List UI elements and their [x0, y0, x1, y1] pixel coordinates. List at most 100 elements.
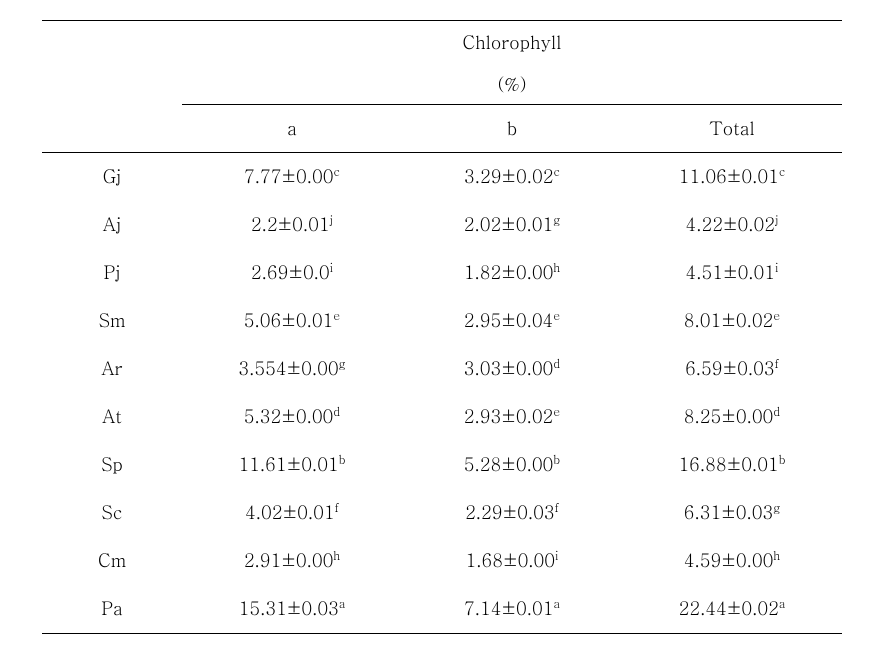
row-label: Sp — [42, 441, 182, 489]
table-row: Gj7.77±0.00c3.29±0.02c11.06±0.01c — [42, 153, 842, 202]
table-row: Sc4.02±0.01f2.29±0.03f6.31±0.03g — [42, 489, 842, 537]
cell-value: 5.32±0.00 — [244, 404, 333, 429]
cell-b: 3.29±0.02c — [402, 153, 622, 202]
cell-superscript: e — [553, 403, 560, 420]
header-spacer — [42, 65, 182, 105]
table-row: Ar3.554±0.00g 3.03±0.00d 6.59±0.03f — [42, 345, 842, 393]
cell-a: 2.91±0.00h — [182, 537, 402, 585]
cell-value: 2.2±0.01 — [251, 212, 330, 237]
cell-superscript: c — [553, 163, 560, 180]
table-row: Aj 2.2±0.01j 2.02±0.01g4.22±0.02j — [42, 201, 842, 249]
cell-superscript: d — [553, 355, 560, 372]
cell-value: 3.03±0.00 — [464, 356, 553, 381]
cell-b: 2.02±0.01g — [402, 201, 622, 249]
cell-value: 1.68±0.00 — [466, 548, 555, 573]
cell-a: 3.554±0.00g — [182, 345, 402, 393]
cell-superscript: d — [333, 403, 340, 420]
cell-a: 2.69±0.0i — [182, 249, 402, 297]
cell-total: 6.59±0.03f — [622, 345, 842, 393]
cell-value: 3.29±0.02 — [464, 164, 553, 189]
cell-total: 11.06±0.01c — [622, 153, 842, 202]
cell-a: 5.06±0.01e — [182, 297, 402, 345]
cell-superscript: e — [553, 307, 560, 324]
cell-superscript: a — [553, 595, 560, 612]
cell-value: 2.93±0.02 — [464, 404, 553, 429]
row-label: Gj — [42, 153, 182, 202]
cell-superscript: g — [553, 211, 560, 228]
row-label: Pj — [42, 249, 182, 297]
cell-total: 4.59±0.00h — [622, 537, 842, 585]
header-title: Chlorophyll — [182, 21, 842, 65]
cell-value: 11.61±0.01 — [238, 452, 338, 477]
cell-superscript: a — [339, 595, 346, 612]
cell-total: 6.31±0.03g — [622, 489, 842, 537]
cell-value: 4.02±0.01 — [245, 500, 334, 525]
cell-a: 7.77±0.00c — [182, 153, 402, 202]
cell-total: 16.88±0.01b — [622, 441, 842, 489]
cell-value: 1.82±0.00 — [464, 260, 553, 285]
cell-b: 2.29±0.03f — [402, 489, 622, 537]
cell-total: 4.51±0.01i — [622, 249, 842, 297]
row-label: Sm — [42, 297, 182, 345]
cell-value: 15.31±0.03 — [239, 596, 339, 621]
table-row: Pj2.69±0.0i1.82±0.00h4.51±0.01i — [42, 249, 842, 297]
cell-a: 15.31±0.03a — [182, 585, 402, 634]
cell-value: 6.31±0.03 — [684, 500, 773, 525]
cell-b: 2.93±0.02e — [402, 393, 622, 441]
table-body: Gj7.77±0.00c3.29±0.02c11.06±0.01cAj2.2±0… — [42, 153, 842, 634]
cell-b: 1.82±0.00h — [402, 249, 622, 297]
cell-superscript: c — [779, 163, 786, 180]
cell-total: 4.22±0.02j — [622, 201, 842, 249]
cell-superscript: f — [775, 355, 779, 372]
chlorophyll-table: Chlorophyll (%) a b Total Gj7.77±0.00c3.… — [42, 20, 842, 634]
row-label: Cm — [42, 537, 182, 585]
cell-value: 2.91±0.00 — [244, 548, 333, 573]
cell-total: 22.44±0.02a — [622, 585, 842, 634]
cell-superscript: i — [555, 547, 558, 564]
table-header: Chlorophyll (%) a b Total — [42, 21, 842, 153]
cell-a: 4.02±0.01f — [182, 489, 402, 537]
header-col-a: a — [182, 105, 402, 153]
table-row: At5.32±0.00d2.93±0.02e8.25±0.00d — [42, 393, 842, 441]
table-row: Sp11.61±0.01b5.28±0.00b16.88±0.01b — [42, 441, 842, 489]
cell-superscript: h — [553, 259, 560, 276]
cell-value: 5.06±0.01 — [244, 308, 333, 333]
cell-total: 8.25±0.00d — [622, 393, 842, 441]
table-row: Sm5.06±0.01e2.95±0.04e8.01±0.02e — [42, 297, 842, 345]
row-label: Aj — [42, 201, 182, 249]
cell-superscript: e — [333, 307, 340, 324]
row-label: Ar — [42, 345, 182, 393]
cell-superscript: j — [330, 211, 334, 228]
cell-superscript: i — [775, 259, 778, 276]
cell-a: 11.61±0.01b — [182, 441, 402, 489]
cell-superscript: g — [773, 499, 780, 516]
cell-value: 2.29±0.03 — [465, 500, 554, 525]
cell-value: 6.59±0.03 — [685, 356, 774, 381]
cell-b: 1.68±0.00i — [402, 537, 622, 585]
cell-superscript: e — [773, 307, 780, 324]
cell-value: 7.14±0.01 — [464, 596, 553, 621]
header-spacer — [42, 105, 182, 153]
cell-value: 3.554±0.00 — [238, 356, 338, 381]
cell-superscript: h — [333, 547, 340, 564]
header-col-total: Total — [622, 105, 842, 153]
cell-value: 5.28±0.00 — [464, 452, 553, 477]
table-row: Cm2.91±0.00h1.68±0.00i4.59±0.00h — [42, 537, 842, 585]
cell-value: 8.25±0.00 — [684, 404, 773, 429]
cell-b: 7.14±0.01a — [402, 585, 622, 634]
cell-value: 4.59±0.00 — [684, 548, 773, 573]
cell-superscript: i — [330, 259, 333, 276]
cell-value: 16.88±0.01 — [678, 452, 778, 477]
row-label: At — [42, 393, 182, 441]
cell-superscript: h — [773, 547, 780, 564]
cell-superscript: a — [779, 595, 786, 612]
cell-superscript: b — [339, 451, 346, 468]
table-row: Pa15.31±0.03a7.14±0.01a22.44±0.02a — [42, 585, 842, 634]
cell-superscript: b — [779, 451, 786, 468]
cell-b: 2.95±0.04e — [402, 297, 622, 345]
cell-superscript: f — [335, 499, 339, 516]
cell-value: 11.06±0.01 — [679, 164, 779, 189]
cell-value: 4.22±0.02 — [686, 212, 775, 237]
cell-total: 8.01±0.02e — [622, 297, 842, 345]
cell-superscript: d — [773, 403, 780, 420]
